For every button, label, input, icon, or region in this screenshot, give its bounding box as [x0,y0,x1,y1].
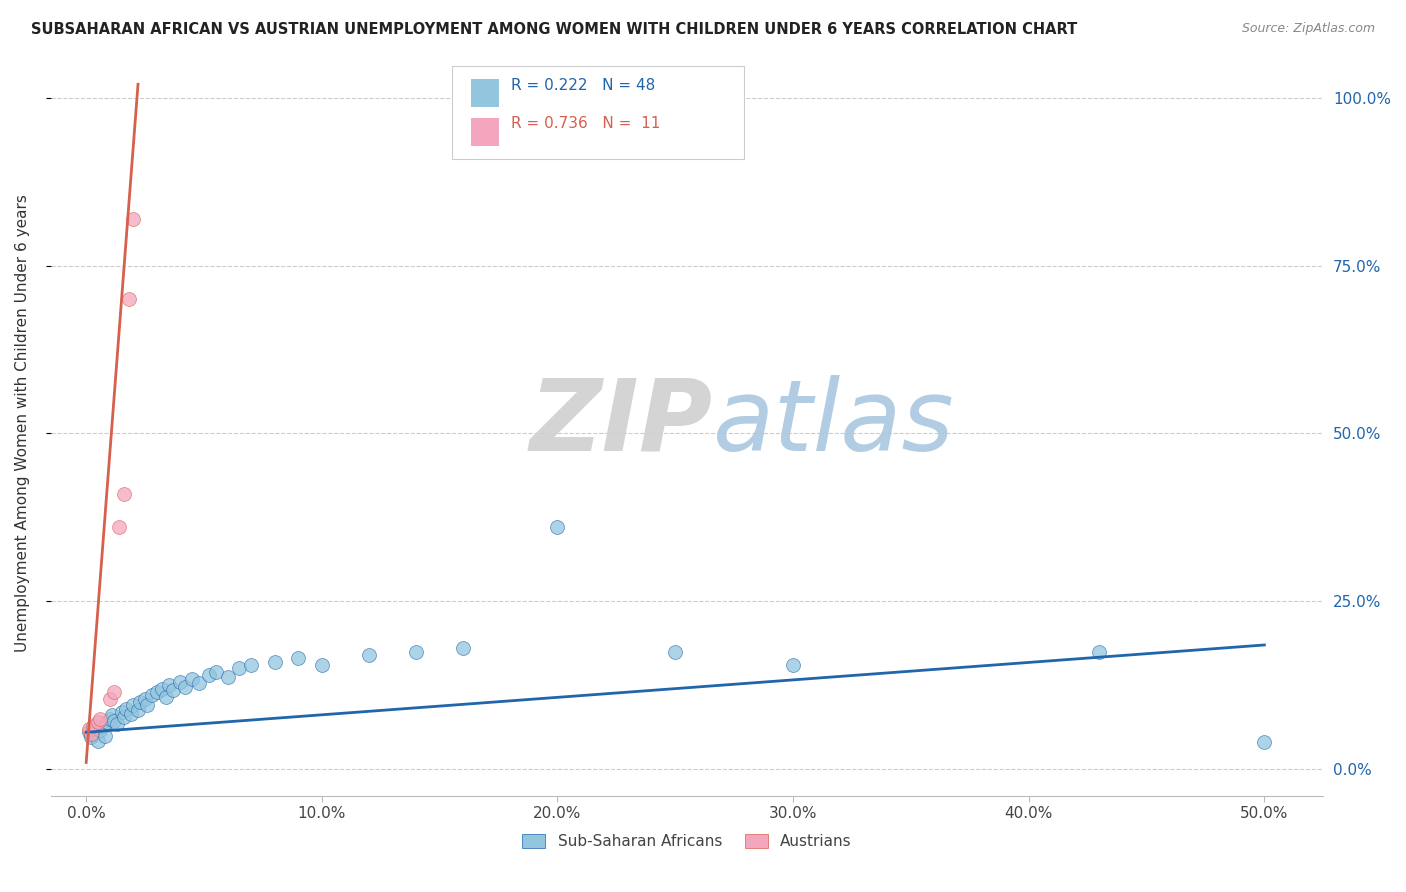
Point [150,681,173,696]
Point [82,718,104,732]
Point [120,707,142,722]
Y-axis label: Unemployment Among Women with Children Under 6 years: Unemployment Among Women with Children U… [15,194,30,652]
Point [188,676,211,690]
Point [112,487,135,501]
Point [146,685,169,699]
Text: atlas: atlas [713,375,955,472]
Text: R = 0.736   N =  11: R = 0.736 N = 11 [512,116,661,131]
Point [94,729,117,743]
Point [84,722,107,736]
Point [357,648,380,662]
Point [96,715,118,730]
Point [169,674,191,689]
Point [136,698,159,713]
Point [228,661,250,675]
Point [263,655,285,669]
Point [157,678,180,692]
Point [240,658,263,673]
Point [287,651,309,665]
Point [82,727,104,741]
Point [103,685,125,699]
Point [181,672,204,686]
Point [127,703,149,717]
Point [311,658,333,673]
Point [405,645,427,659]
Point [112,710,135,724]
Point [77,725,100,739]
Point [89,723,111,738]
Point [105,716,128,731]
Text: ZIP: ZIP [530,375,713,472]
Point [98,712,121,726]
Point [80,730,103,744]
Point [204,665,226,679]
Point [87,734,110,748]
Point [87,715,110,730]
FancyBboxPatch shape [471,79,499,107]
Point [108,520,131,534]
Text: Source: ZipAtlas.com: Source: ZipAtlas.com [1241,22,1375,36]
Point [451,641,474,656]
Point [664,645,686,659]
Point [103,714,125,728]
Point [115,702,138,716]
Point [117,292,139,306]
Point [134,691,156,706]
Point [197,668,219,682]
Point [101,708,124,723]
Point [1088,645,1111,659]
Point [141,689,163,703]
Point [98,691,121,706]
Point [80,727,103,741]
Point [162,683,184,698]
Legend: Sub-Saharan Africans, Austrians: Sub-Saharan Africans, Austrians [516,828,858,855]
Point [155,690,177,704]
FancyBboxPatch shape [471,118,499,146]
Point [1253,735,1275,749]
Point [89,712,111,726]
Point [122,211,145,226]
Text: R = 0.222   N = 48: R = 0.222 N = 48 [512,78,655,93]
Point [91,718,114,732]
FancyBboxPatch shape [451,66,744,159]
Point [122,698,145,713]
Point [782,658,804,673]
Point [174,680,197,694]
Point [217,669,239,683]
Point [110,705,132,719]
Point [77,722,100,736]
Text: SUBSAHARAN AFRICAN VS AUSTRIAN UNEMPLOYMENT AMONG WOMEN WITH CHILDREN UNDER 6 YE: SUBSAHARAN AFRICAN VS AUSTRIAN UNEMPLOYM… [31,22,1077,37]
Point [129,695,152,709]
Point [546,520,568,534]
